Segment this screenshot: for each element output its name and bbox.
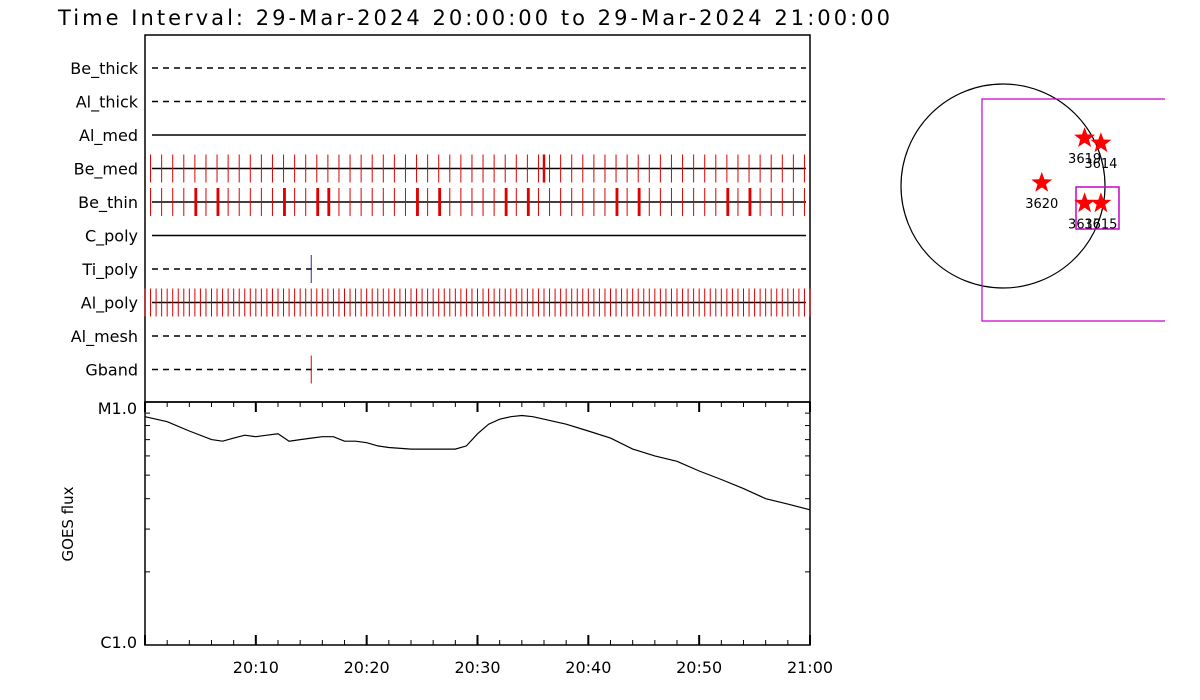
row-label-al_thick: Al_thick xyxy=(76,93,139,113)
row-label-be_thin: Be_thin xyxy=(78,193,138,213)
row-label-c_poly: C_poly xyxy=(85,227,138,247)
xtick-label: 20:10 xyxy=(233,658,279,677)
xtick-label: 20:50 xyxy=(676,658,722,677)
xtick-label: 20:30 xyxy=(454,658,500,677)
row-label-be_thick: Be_thick xyxy=(70,59,138,79)
region-label-3620: 3620 xyxy=(1025,197,1058,212)
fov-inner-box xyxy=(1075,186,1120,230)
timeline-frame xyxy=(144,34,811,403)
goes-frame xyxy=(144,401,811,646)
goes-ylabel: GOES flux xyxy=(59,486,77,561)
row-label-be_med: Be_med xyxy=(74,160,138,180)
goes-flux-line xyxy=(144,414,811,511)
region-star-3617 xyxy=(1074,192,1096,213)
fov-outer-box xyxy=(981,98,1165,322)
ytick-label-top: M1.0 xyxy=(98,399,137,418)
ytick-label-bottom: C1.0 xyxy=(100,633,137,652)
xtick-label: 20:20 xyxy=(344,658,390,677)
row-label-al_mesh: Al_mesh xyxy=(71,327,138,347)
region-label-3615: 3615 xyxy=(1084,217,1117,232)
xtick-label: 20:40 xyxy=(565,658,611,677)
region-label-3619: 3619 xyxy=(1068,152,1101,167)
region-star-3614 xyxy=(1090,132,1112,153)
region-label-3617: 3617 xyxy=(1068,217,1101,232)
row-label-ti_poly: Ti_poly xyxy=(81,260,138,280)
region-label-3614: 3614 xyxy=(1084,157,1117,172)
goes-flux-panel: M1.0 C1.0 20:10 20:20 20:30 20:40 20:50 21:00 G… xyxy=(59,399,833,677)
solar-disk xyxy=(900,83,1106,289)
time-interval-title: Time Interval: 29-Mar-2024 20:00:00 to 2… xyxy=(57,6,890,30)
region-star-3619 xyxy=(1074,127,1096,147)
row-label-gband: Gband xyxy=(85,361,138,380)
row-label-al_poly: Al_poly xyxy=(81,294,138,314)
region-star-3615 xyxy=(1090,192,1112,213)
xtick-label: 21:00 xyxy=(787,658,833,677)
exposure-timeline-panel: Be_thick Al_thick Al_med Be_med Be_thin C_pol… xyxy=(70,34,811,403)
row-label-al_med: Al_med xyxy=(79,126,138,146)
region-star-3620 xyxy=(1031,171,1053,192)
